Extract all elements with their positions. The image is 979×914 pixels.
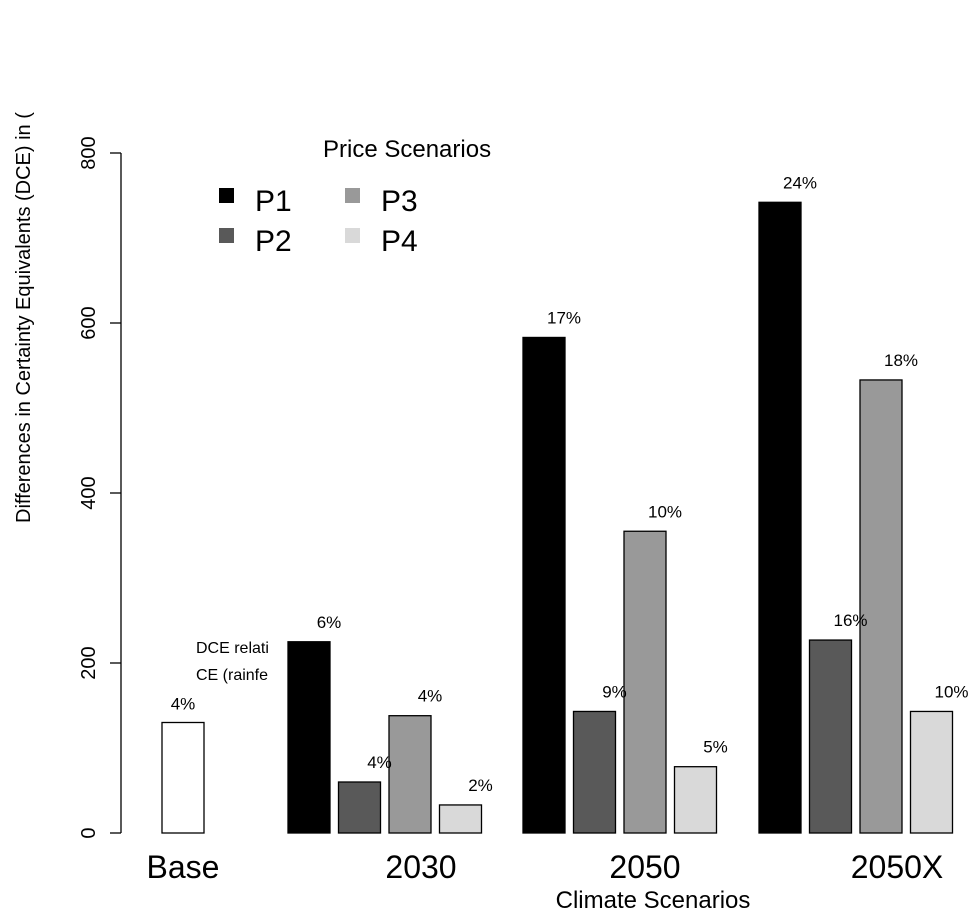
annotation-line-2: CE (rainfe	[196, 667, 268, 684]
legend-label-p3: P3	[381, 185, 418, 218]
bar-p1-2030	[287, 641, 331, 834]
data-label: 10%	[648, 502, 682, 521]
x-category-labels: Base 2030 2050 2050X	[147, 849, 944, 885]
y-tick-label: 200	[78, 646, 100, 679]
bar-p1-2050x	[758, 201, 802, 834]
data-label: 9%	[602, 682, 627, 701]
y-tick-label: 0	[78, 827, 100, 838]
legend-swatch-p4	[345, 228, 360, 243]
annotation-line-1: DCE relati	[196, 640, 269, 657]
x-category-label: 2030	[385, 849, 456, 885]
data-label-base: 4%	[171, 695, 196, 714]
data-label: 16%	[833, 611, 867, 630]
legend-swatch-p1	[219, 188, 234, 203]
y-ticks: 0 200 400 600 800	[78, 136, 121, 839]
data-label: 4%	[367, 753, 392, 772]
bar-p2-2030	[337, 781, 382, 834]
data-label: 18%	[884, 351, 918, 370]
annotation: DCE relati CE (rainfe	[196, 640, 269, 684]
legend: Price Scenarios P1 P2 P3 P4	[219, 136, 491, 258]
bar-p3-2050x	[859, 379, 903, 834]
bar-p4-2030	[438, 804, 483, 834]
bar-base	[161, 721, 205, 834]
data-label: 17%	[547, 308, 581, 327]
data-label: 4%	[418, 687, 443, 706]
legend-label-p4: P4	[381, 225, 418, 258]
y-tick-label: 800	[78, 136, 100, 169]
legend-title: Price Scenarios	[323, 136, 491, 163]
data-label: 2%	[468, 776, 493, 795]
legend-label-p2: P2	[255, 225, 292, 258]
y-axis: 0 200 400 600 800	[78, 136, 122, 839]
bar-p3-2050	[623, 530, 667, 834]
bar-p4-2050x	[909, 710, 954, 834]
data-label: 24%	[783, 173, 817, 192]
x-category-label: Base	[147, 849, 220, 885]
bar-p2-2050x	[808, 639, 853, 834]
y-axis-title: Differences in Certainty Equivalents (DC…	[13, 112, 35, 523]
bar-p4-2050	[673, 766, 718, 834]
legend-label-p1: P1	[255, 185, 292, 218]
data-label: 5%	[703, 738, 728, 757]
bar-p1-2050	[522, 336, 566, 834]
legend-swatch-p2	[219, 228, 234, 243]
data-labels: 4% 6% 4% 4% 2% 17% 9% 10% 5% 24% 16% 18% 10%	[171, 173, 969, 795]
legend-swatch-p3	[345, 188, 360, 203]
data-label: 6%	[317, 613, 342, 632]
y-tick-label: 400	[78, 476, 100, 509]
legend-items: P1 P2 P3 P4	[219, 185, 418, 258]
y-tick-label: 600	[78, 306, 100, 339]
x-category-label: 2050	[609, 849, 680, 885]
data-label: 10%	[934, 682, 968, 701]
bar-p3-2030	[388, 715, 432, 834]
bar-p2-2050	[572, 710, 617, 834]
x-axis-title: Climate Scenarios	[556, 887, 751, 914]
bars	[161, 201, 954, 834]
x-category-label: 2050X	[851, 849, 944, 885]
